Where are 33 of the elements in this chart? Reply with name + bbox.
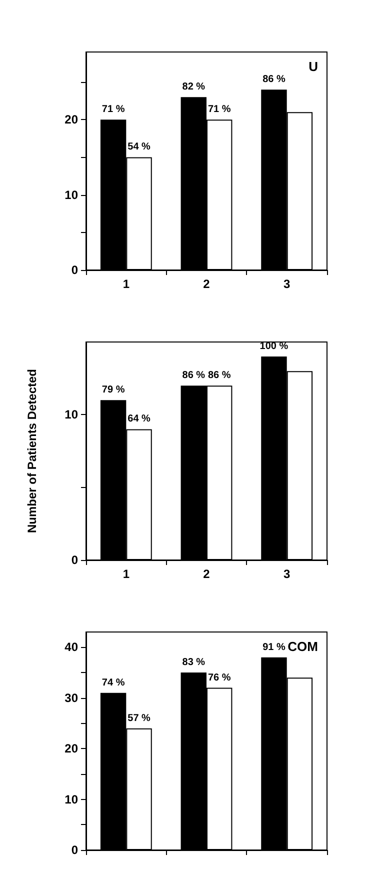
y-tick-label: 0 [71,553,78,567]
y-tick-label: 30 [64,690,78,705]
annotation: 91 % [262,642,286,653]
x-tick-label: 3 [283,567,290,581]
y-tick-label: 10 [64,792,78,806]
x-tick-label: 1 [122,567,130,581]
x-tick-label: 2 [203,567,210,581]
x-tick-label: 2 [203,277,210,291]
y-tick-label: 40 [64,640,78,654]
text: COM [288,639,318,654]
annotation: 71 % [102,104,125,116]
y-axis-title: Number of Patients Detected [25,368,39,534]
annotation: 83 % [182,657,206,668]
y-tick-label: 20 [64,742,78,756]
annotation: 79 % [102,384,125,396]
annotation: 64 % [128,414,151,425]
annotation: 71 % [208,104,231,116]
annotation: 82 % [182,82,206,93]
annotation: 86 % [182,370,206,382]
x-tick-label: 1 [122,277,130,291]
annotation: 86 % [262,74,286,86]
text: U [308,59,318,74]
annotation: 86 % [208,370,231,382]
y-tick-label: 20 [64,112,78,127]
annotation: 54 % [128,142,151,153]
y-tick-label: 0 [71,843,78,857]
x-tick-label: 3 [283,277,290,291]
y-tick-label: 10 [64,188,78,202]
annotation: 57 % [128,712,151,724]
y-tick-label: 0 [71,263,78,277]
annotation: 74 % [102,677,125,688]
annotation: 76 % [208,672,231,684]
y-tick-label: 10 [64,408,78,422]
